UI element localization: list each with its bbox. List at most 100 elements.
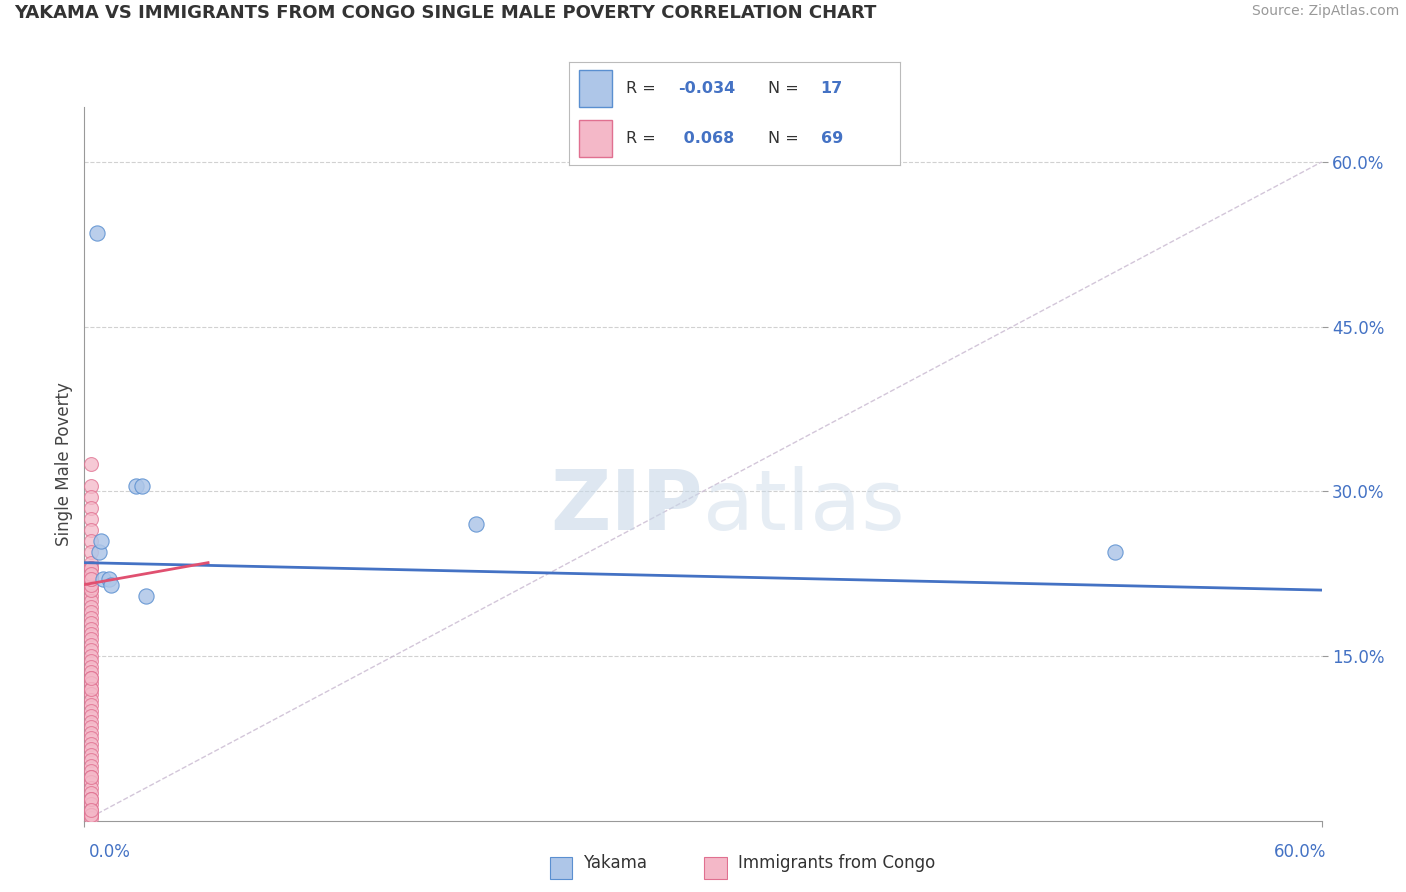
Point bbox=[125, 479, 148, 493]
Point bbox=[79, 638, 101, 652]
Point bbox=[87, 544, 110, 558]
Text: Source: ZipAtlas.com: Source: ZipAtlas.com bbox=[1251, 4, 1399, 19]
Point bbox=[1104, 544, 1126, 558]
Point bbox=[79, 709, 101, 723]
Point bbox=[79, 561, 101, 575]
Point bbox=[79, 457, 101, 471]
Point bbox=[79, 610, 101, 624]
Point bbox=[79, 737, 101, 751]
Text: ZIP: ZIP bbox=[551, 467, 703, 547]
Text: YAKAMA VS IMMIGRANTS FROM CONGO SINGLE MALE POVERTY CORRELATION CHART: YAKAMA VS IMMIGRANTS FROM CONGO SINGLE M… bbox=[14, 4, 876, 22]
Point bbox=[79, 731, 101, 746]
Text: R =: R = bbox=[626, 80, 661, 95]
Point bbox=[79, 693, 101, 707]
Point bbox=[79, 764, 101, 779]
Point bbox=[86, 227, 108, 241]
Point bbox=[79, 720, 101, 734]
Point bbox=[79, 660, 101, 674]
Point bbox=[135, 589, 157, 603]
Point bbox=[79, 780, 101, 795]
Point bbox=[79, 583, 101, 598]
Point bbox=[79, 572, 101, 586]
FancyBboxPatch shape bbox=[579, 120, 613, 157]
Point bbox=[79, 561, 101, 575]
Point bbox=[79, 726, 101, 740]
Point bbox=[79, 704, 101, 718]
Text: N =: N = bbox=[768, 80, 804, 95]
Point bbox=[79, 812, 101, 826]
Text: 60.0%: 60.0% bbox=[1274, 843, 1326, 861]
Point bbox=[79, 594, 101, 608]
Point bbox=[79, 605, 101, 619]
Point bbox=[79, 632, 101, 647]
Point bbox=[79, 803, 101, 817]
Point bbox=[79, 572, 101, 586]
Point bbox=[79, 572, 101, 586]
Point bbox=[131, 479, 153, 493]
Text: R =: R = bbox=[626, 131, 661, 146]
Point bbox=[79, 687, 101, 701]
Point bbox=[79, 775, 101, 789]
Point bbox=[79, 533, 101, 548]
Text: N =: N = bbox=[768, 131, 804, 146]
Bar bbox=[704, 857, 727, 879]
Point bbox=[79, 770, 101, 784]
Point bbox=[79, 615, 101, 630]
Point bbox=[79, 622, 101, 636]
Text: Yakama: Yakama bbox=[583, 854, 648, 871]
Point bbox=[79, 786, 101, 800]
Point bbox=[79, 791, 101, 805]
Point bbox=[98, 572, 121, 586]
Y-axis label: Single Male Poverty: Single Male Poverty bbox=[55, 382, 73, 546]
Point bbox=[79, 698, 101, 713]
Point bbox=[79, 803, 101, 817]
Point bbox=[79, 599, 101, 614]
Point bbox=[79, 791, 101, 805]
Point bbox=[79, 742, 101, 756]
Point bbox=[91, 572, 114, 586]
Point bbox=[79, 671, 101, 685]
Point bbox=[79, 500, 101, 515]
Point bbox=[79, 589, 101, 603]
Text: 69: 69 bbox=[821, 131, 842, 146]
Point bbox=[79, 566, 101, 581]
Point bbox=[79, 648, 101, 663]
Point bbox=[79, 665, 101, 680]
Point bbox=[79, 479, 101, 493]
Text: atlas: atlas bbox=[703, 467, 904, 547]
Point bbox=[79, 758, 101, 772]
Point bbox=[79, 583, 101, 598]
Point bbox=[79, 753, 101, 767]
Point bbox=[79, 676, 101, 690]
Text: Immigrants from Congo: Immigrants from Congo bbox=[738, 854, 935, 871]
FancyBboxPatch shape bbox=[579, 70, 613, 106]
Point bbox=[79, 770, 101, 784]
Point bbox=[79, 808, 101, 822]
Point bbox=[79, 671, 101, 685]
Point bbox=[79, 681, 101, 696]
Point bbox=[79, 572, 101, 586]
Point bbox=[79, 681, 101, 696]
Point bbox=[79, 544, 101, 558]
Text: 0.068: 0.068 bbox=[679, 131, 735, 146]
Point bbox=[79, 512, 101, 526]
Point bbox=[79, 808, 101, 822]
Point bbox=[465, 517, 488, 532]
Point bbox=[100, 577, 122, 591]
Point bbox=[79, 490, 101, 504]
Point bbox=[79, 577, 101, 591]
Point bbox=[79, 627, 101, 641]
Point bbox=[79, 714, 101, 729]
Point bbox=[79, 655, 101, 669]
Point bbox=[79, 556, 101, 570]
Text: 0.0%: 0.0% bbox=[89, 843, 131, 861]
Point bbox=[79, 797, 101, 812]
Bar bbox=[550, 857, 572, 879]
Point bbox=[79, 523, 101, 537]
Point bbox=[79, 566, 101, 581]
Text: 17: 17 bbox=[821, 80, 842, 95]
Point bbox=[79, 577, 101, 591]
Point bbox=[79, 643, 101, 657]
Point bbox=[90, 533, 112, 548]
Point bbox=[79, 747, 101, 762]
